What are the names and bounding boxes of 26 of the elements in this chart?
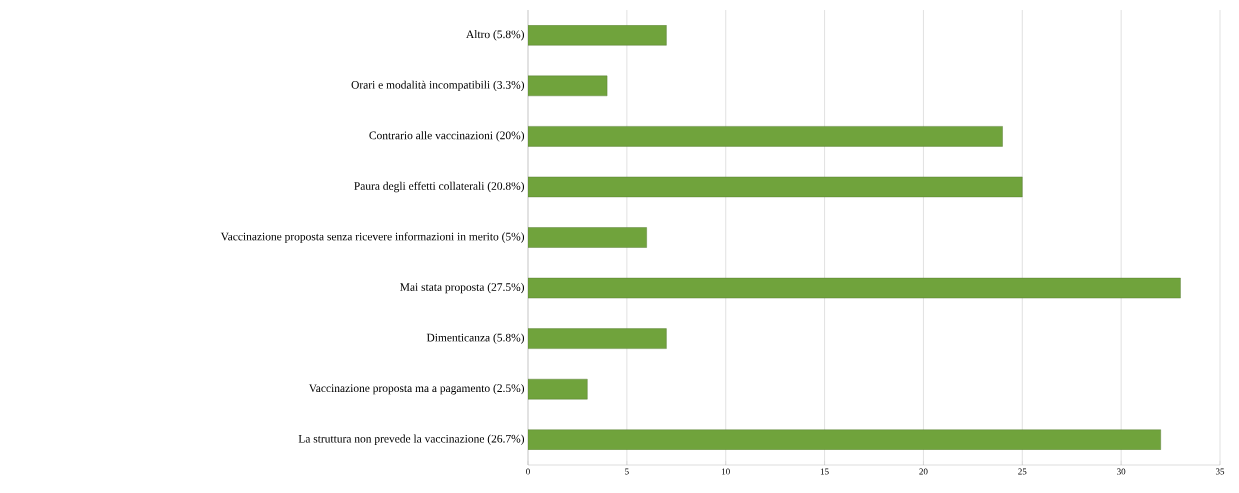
bar [528,277,1181,299]
y-tick-label: Contrario alle vaccinazioni (20%) [369,131,524,142]
x-tick-label: 25 [1018,468,1027,475]
bar [528,176,1023,198]
y-tick-label: Mai stata proposta (27.5%) [400,282,524,294]
y-tick-label: Paura degli effetti collaterali (20.8%) [354,181,524,193]
y-tick-label: Vaccinazione proposta ma a pagamento (2.5%) [308,383,524,395]
x-tick-label: 30 [1117,468,1126,475]
bar [528,75,608,97]
x-tick-label: 0 [526,468,530,475]
y-tick-label: Dimenticanza (5.8%) [426,333,524,344]
y-tick-label: Altro (5.8%) [466,30,524,41]
bar [528,227,647,248]
x-tick-label: 5 [625,468,629,475]
x-tick-label: 10 [722,468,730,475]
y-tick-label: Vaccinazione proposta senza ricevere informazioni in merito (5%) [220,232,525,243]
x-tick-label: 15 [820,468,829,475]
y-tick-label: La struttura non prevede la vaccinazione (26.7%) [298,434,525,445]
bar [528,429,1161,450]
bar [528,126,1003,147]
y-tick-label: Orari e modalità incompatibili (3.3%) [351,80,525,92]
bar [528,378,588,400]
bar [528,328,667,349]
x-tick-label: 35 [1215,468,1225,475]
bar [528,25,667,46]
x-tick-label: 20 [919,468,928,475]
